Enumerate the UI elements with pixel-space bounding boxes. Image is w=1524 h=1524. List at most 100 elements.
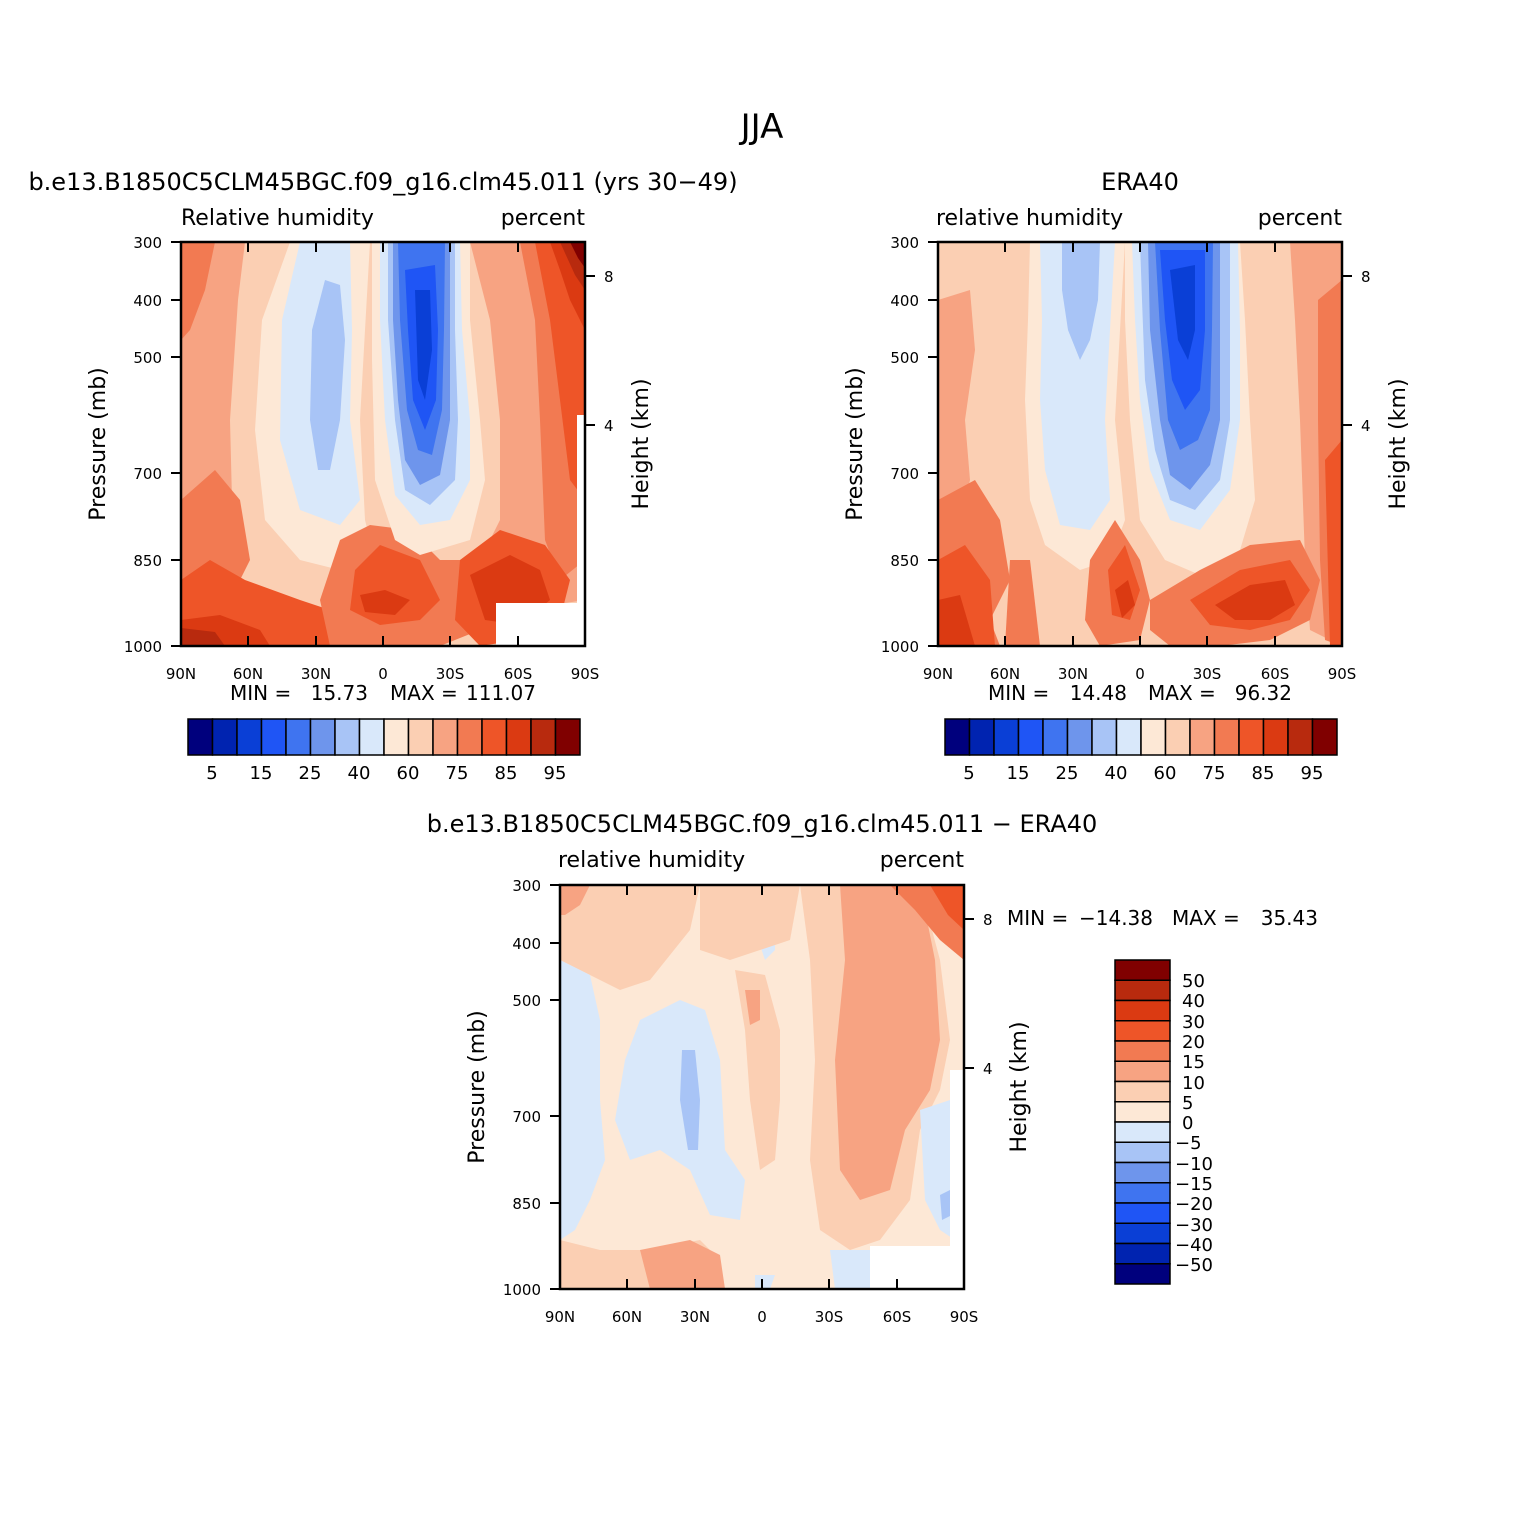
colorbar-label: 95 (544, 763, 567, 784)
colorbar-swatch (968, 718, 995, 756)
y2-tick-label: 8 (983, 911, 993, 929)
y-tick-label: 500 (890, 349, 919, 367)
colorbar-swatch (1114, 1020, 1171, 1042)
colorbar-label: −30 (1175, 1215, 1213, 1236)
panel-difference: b.e13.B1850C5CLM45BGC.f09_g16.clm45.011 … (427, 810, 1318, 1326)
units-label: percent (501, 206, 586, 231)
y-tick-label: 850 (133, 552, 162, 570)
units-label: percent (880, 848, 965, 873)
min-value: 15.73 (311, 681, 368, 705)
colorbar-swatch (1114, 1101, 1171, 1123)
colorbar-swatch (432, 718, 459, 756)
colorbar-swatch (1114, 1202, 1171, 1224)
y-tick-label: 300 (890, 234, 919, 252)
y-tick-label: 700 (890, 465, 919, 483)
y2-tick-label: 8 (604, 268, 614, 286)
colorbar-label: 85 (1252, 763, 1275, 784)
colorbar (187, 718, 581, 756)
colorbar-label: 15 (250, 763, 273, 784)
colorbar-swatch (260, 718, 287, 756)
units-label: percent (1258, 206, 1343, 231)
colorbar-labels: 5 15 25 40 60 75 85 95 (206, 763, 566, 784)
colorbar-swatch (1114, 1263, 1171, 1285)
colorbar-label: 15 (1182, 1052, 1205, 1073)
x-tick-label: 30N (301, 665, 331, 683)
x-tick-label: 90N (545, 1308, 575, 1326)
min-value: −14.38 (1079, 906, 1153, 930)
max-label: MAX = (1172, 906, 1240, 930)
y2-axis-label: Height (km) (1007, 1021, 1032, 1152)
colorbar-label: 0 (1182, 1113, 1193, 1134)
colorbar-swatch (505, 718, 532, 756)
y2-tick-label: 4 (604, 417, 614, 435)
colorbar-label: −5 (1175, 1133, 1202, 1154)
x-tick-label: 90S (571, 665, 600, 683)
x-tick-label: 90N (166, 665, 196, 683)
colorbar (944, 718, 1338, 756)
colorbar-swatch (530, 718, 557, 756)
y2-axis-height: 8 4 Height (km) (585, 268, 654, 510)
colorbar-label: 85 (495, 763, 518, 784)
x-axis-latitude: 90N 60N 30N 0 30S 60S 90S (923, 242, 1356, 683)
x-tick-label: 90S (1328, 665, 1357, 683)
y-tick-label: 500 (133, 349, 162, 367)
colorbar-label: 10 (1182, 1073, 1205, 1094)
x-tick-label: 30N (680, 1308, 710, 1326)
y2-axis-label: Height (km) (1386, 378, 1411, 509)
variable-label: relative humidity (558, 848, 745, 873)
x-tick-label: 60S (1261, 665, 1290, 683)
colorbar-swatch (211, 718, 238, 756)
colorbar-swatch (309, 718, 336, 756)
panel-model: b.e13.B1850C5CLM45BGC.f09_g16.clm45.011 … (28, 168, 737, 784)
y-axis-pressure: 300 400 500 700 850 1000 Pressure (mb) (86, 234, 181, 656)
y-axis-label: Pressure (mb) (465, 1010, 490, 1164)
x-axis-latitude: 90N 60N 30N 0 30S 60S 90S (545, 885, 978, 1326)
figure-title: JJA (739, 107, 784, 147)
colorbar (1114, 959, 1171, 1285)
min-label: MIN = (230, 681, 291, 705)
colorbar-label: 95 (1301, 763, 1324, 784)
colorbar-swatch (1262, 718, 1289, 756)
colorbar-swatch (1311, 718, 1338, 756)
x-tick-label: 60N (990, 665, 1020, 683)
colorbar-label: −20 (1175, 1194, 1213, 1215)
colorbar-label: −40 (1175, 1235, 1213, 1256)
colorbar-swatch (383, 718, 410, 756)
colorbar-label: 5 (1182, 1093, 1193, 1114)
contour-field (938, 242, 1342, 646)
max-value: 96.32 (1235, 681, 1292, 705)
x-tick-label: 0 (1135, 665, 1145, 683)
colorbar-swatch (993, 718, 1020, 756)
min-label: MIN = (1007, 906, 1068, 930)
colorbar-swatch (1066, 718, 1093, 756)
max-value: 111.07 (466, 681, 536, 705)
colorbar-swatch (1114, 959, 1171, 981)
colorbar-swatch (1114, 979, 1171, 1002)
colorbar-swatch (1114, 1161, 1171, 1184)
max-label: MAX = (1148, 681, 1216, 705)
colorbar-swatch (1091, 718, 1118, 756)
x-tick-label: 90S (950, 1308, 979, 1326)
contour-field (560, 885, 964, 1289)
colorbar-label: 50 (1182, 971, 1205, 992)
min-max-readout: MIN = 15.73 MAX = 111.07 (230, 681, 536, 705)
colorbar-label: 75 (446, 763, 469, 784)
x-axis-latitude: 90N 60N 30N 0 30S 60S 90S (166, 242, 599, 683)
colorbar-label: −50 (1175, 1255, 1213, 1276)
contour-field (181, 242, 585, 646)
colorbar-labels: 5 15 25 40 60 75 85 95 (963, 763, 1323, 784)
colorbar-label: 40 (1182, 991, 1205, 1012)
y-tick-label: 850 (890, 552, 919, 570)
x-tick-label: 60N (233, 665, 263, 683)
colorbar-swatch (1017, 718, 1044, 756)
y2-axis-label: Height (km) (629, 378, 654, 509)
colorbar-swatch (1114, 999, 1171, 1022)
colorbar-swatch (1213, 718, 1240, 756)
colorbar-swatch (481, 718, 508, 756)
colorbar-swatch (1114, 1080, 1171, 1103)
colorbar-swatch (1238, 718, 1265, 756)
colorbar-swatch (1114, 1222, 1171, 1245)
colorbar-swatch (1114, 1242, 1171, 1265)
max-label: MAX = (390, 681, 458, 705)
